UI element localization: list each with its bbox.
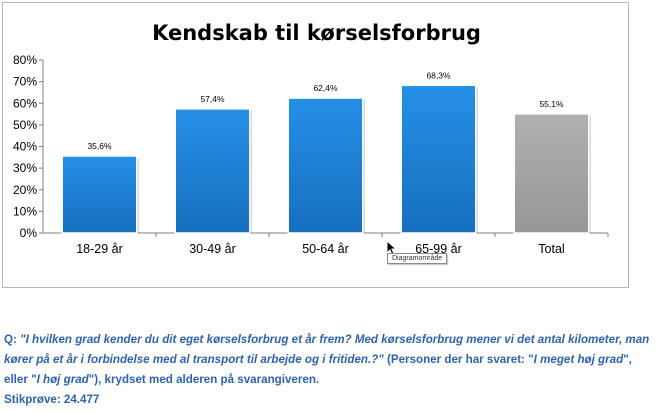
- answer-mid: ", eller ": [4, 353, 632, 386]
- labels: 0% 10% 20% 30% 40% 50% 60% 70% 80% 35,6% 18-29 år 5…: [13, 53, 565, 256]
- y-tick-label: 80%: [13, 53, 37, 67]
- x-tick-label: 50-64 år: [302, 242, 349, 256]
- x-tick-label: 65-99 år: [415, 242, 462, 256]
- x-tick-label: 18-29 år: [76, 242, 123, 256]
- bars: [61, 84, 591, 234]
- y-tick-label: 20%: [13, 183, 37, 197]
- answer-intro: (Personer der har svaret: ": [383, 353, 534, 366]
- chart-area[interactable]: Kendskab til kørselsforbrug 0% 10% 20% 30% 4…: [2, 2, 629, 288]
- sample-size: Stikprøve: 24.477: [4, 393, 100, 406]
- answer-option-2: I høj grad: [36, 373, 89, 386]
- y-tick-label: 40%: [13, 140, 37, 154]
- y-tick-label: 0%: [20, 226, 38, 240]
- data-label: 55,1%: [539, 99, 564, 109]
- y-tick-label: 10%: [13, 204, 37, 218]
- data-label: 57,4%: [200, 94, 225, 104]
- bar-65-99-r: [400, 84, 477, 234]
- x-tick-label: 30-49 år: [189, 242, 236, 256]
- data-label: 62,4%: [313, 83, 338, 93]
- bar-chart: 0% 10% 20% 30% 40% 50% 60% 70% 80% 35,6% 18-29 år 5…: [13, 53, 609, 256]
- data-label: 68,3%: [426, 70, 451, 80]
- question-prefix: Q:: [4, 333, 21, 346]
- y-tick-label: 50%: [13, 118, 37, 132]
- bar-total: [513, 113, 590, 234]
- question-text: "I hvilken grad kender du dit eget kørse…: [4, 333, 650, 366]
- x-tick-label: Total: [538, 242, 564, 256]
- answer-option-1: I meget høj grad: [533, 353, 624, 366]
- y-tick-label: 60%: [13, 96, 37, 110]
- bar-30-49-r: [174, 108, 251, 234]
- bar-50-64-r: [287, 97, 364, 234]
- answer-tail: "), krydset med alderen på svarangiveren…: [88, 373, 320, 386]
- tooltip: Diagramområde: [387, 253, 448, 264]
- chart-title: Kendskab til kørselsforbrug: [152, 21, 481, 45]
- y-tick-label: 30%: [13, 161, 37, 175]
- bar-18-29-r: [61, 155, 138, 234]
- data-label: 35,6%: [87, 141, 112, 151]
- question-note: Q: "I hvilken grad kender du dit eget kø…: [4, 330, 654, 410]
- y-tick-label: 70%: [13, 75, 37, 89]
